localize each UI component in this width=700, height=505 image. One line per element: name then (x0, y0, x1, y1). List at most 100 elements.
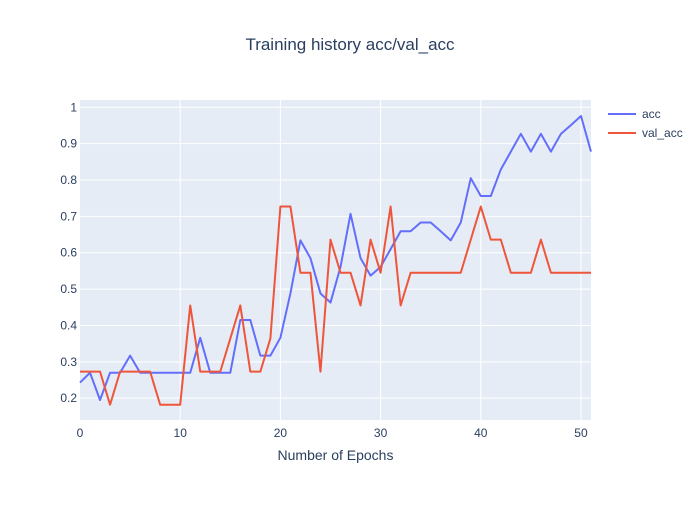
y-tick-label: 1 (70, 100, 77, 114)
data-point-acc (129, 355, 131, 357)
data-point-acc (109, 372, 111, 374)
data-point-acc (430, 222, 432, 224)
data-point-acc (189, 372, 191, 374)
data-point-val-acc (480, 206, 482, 208)
y-tick-label: 0.2 (60, 391, 77, 405)
data-point-acc (570, 124, 572, 126)
data-point-acc (199, 337, 201, 339)
x-tick-label: 30 (374, 426, 388, 440)
legend-label: val_acc (642, 126, 683, 140)
data-point-val-acc (400, 304, 402, 306)
data-point-acc (299, 239, 301, 241)
data-point-val-acc (109, 404, 111, 406)
data-point-val-acc (560, 272, 562, 274)
x-tick-label: 40 (474, 426, 488, 440)
data-point-val-acc (169, 404, 171, 406)
data-point-val-acc (159, 404, 161, 406)
legend-item-val-acc[interactable]: val_acc (608, 126, 683, 140)
series-lines (79, 115, 592, 406)
y-tick-label: 0.5 (60, 282, 77, 296)
data-point-acc (249, 319, 251, 321)
x-gridlines (179, 100, 582, 420)
legend-item-acc[interactable]: acc (608, 107, 661, 121)
data-point-acc (420, 222, 422, 224)
data-point-val-acc (370, 239, 372, 241)
data-point-acc (460, 222, 462, 224)
data-point-val-acc (510, 272, 512, 274)
y-tick-label: 0.7 (60, 209, 77, 223)
data-point-acc (590, 151, 592, 153)
x-tick-label: 0 (77, 426, 84, 440)
data-point-val-acc (460, 272, 462, 274)
data-point-acc (500, 168, 502, 170)
data-point-val-acc (279, 206, 281, 208)
data-point-val-acc (269, 338, 271, 340)
series-line-val-acc (80, 205, 591, 406)
data-point-val-acc (430, 272, 432, 274)
x-tick-label: 10 (174, 426, 188, 440)
data-point-acc (470, 177, 472, 179)
data-point-val-acc (410, 272, 412, 274)
legend-label: acc (642, 107, 661, 121)
data-point-acc (179, 372, 181, 374)
y-tick-label: 0.4 (60, 318, 77, 332)
data-point-acc (510, 151, 512, 153)
data-point-acc (520, 133, 522, 135)
data-point-acc (540, 133, 542, 135)
x-tick-labels: 0 10 20 30 40 50 (77, 426, 588, 440)
data-point-val-acc (199, 371, 201, 373)
data-point-acc (440, 230, 442, 232)
data-point-acc (550, 151, 552, 153)
data-point-acc (259, 355, 261, 357)
data-point-val-acc (79, 371, 81, 373)
y-tick-label: 0.6 (60, 246, 77, 260)
data-point-val-acc (340, 272, 342, 274)
data-point-val-acc (570, 272, 572, 274)
data-point-val-acc (299, 272, 301, 274)
data-point-acc (79, 382, 81, 384)
data-point-acc (530, 151, 532, 153)
data-point-acc (480, 195, 482, 197)
y-gridlines (80, 106, 591, 399)
y-tick-label: 0.9 (60, 137, 77, 151)
data-point-val-acc (99, 371, 101, 373)
data-point-acc (400, 230, 402, 232)
x-axis-title: Number of Epochs (278, 447, 394, 463)
data-point-val-acc (239, 304, 241, 306)
data-point-val-acc (520, 272, 522, 274)
data-point-acc (229, 372, 231, 374)
data-point-val-acc (139, 371, 141, 373)
data-point-val-acc (350, 272, 352, 274)
data-point-acc (370, 275, 372, 277)
data-point-acc (490, 195, 492, 197)
data-point-val-acc (119, 371, 121, 373)
data-point-val-acc (360, 304, 362, 306)
data-point-val-acc (550, 272, 552, 274)
legend[interactable]: acc val_acc (608, 107, 683, 140)
y-tick-labels: 0.2 0.3 0.4 0.5 0.6 0.7 0.8 0.9 1 (60, 100, 77, 405)
data-point-val-acc (440, 272, 442, 274)
data-point-acc (390, 248, 392, 250)
data-point-val-acc (259, 371, 261, 373)
data-point-acc (350, 213, 352, 215)
data-point-acc (450, 239, 452, 241)
data-point-val-acc (219, 371, 221, 373)
data-point-val-acc (89, 371, 91, 373)
data-point-val-acc (179, 404, 181, 406)
data-point-val-acc (380, 272, 382, 274)
data-point-acc (580, 115, 582, 117)
data-point-val-acc (390, 206, 392, 208)
data-point-acc (269, 355, 271, 357)
y-tick-label: 0.8 (60, 173, 77, 187)
data-point-val-acc (500, 239, 502, 241)
data-point-acc (169, 372, 171, 374)
data-point-val-acc (580, 272, 582, 274)
data-point-acc (360, 257, 362, 259)
data-point-val-acc (319, 371, 321, 373)
data-point-val-acc (470, 239, 472, 241)
data-point-acc (560, 133, 562, 135)
data-point-val-acc (189, 304, 191, 306)
data-point-val-acc (420, 272, 422, 274)
